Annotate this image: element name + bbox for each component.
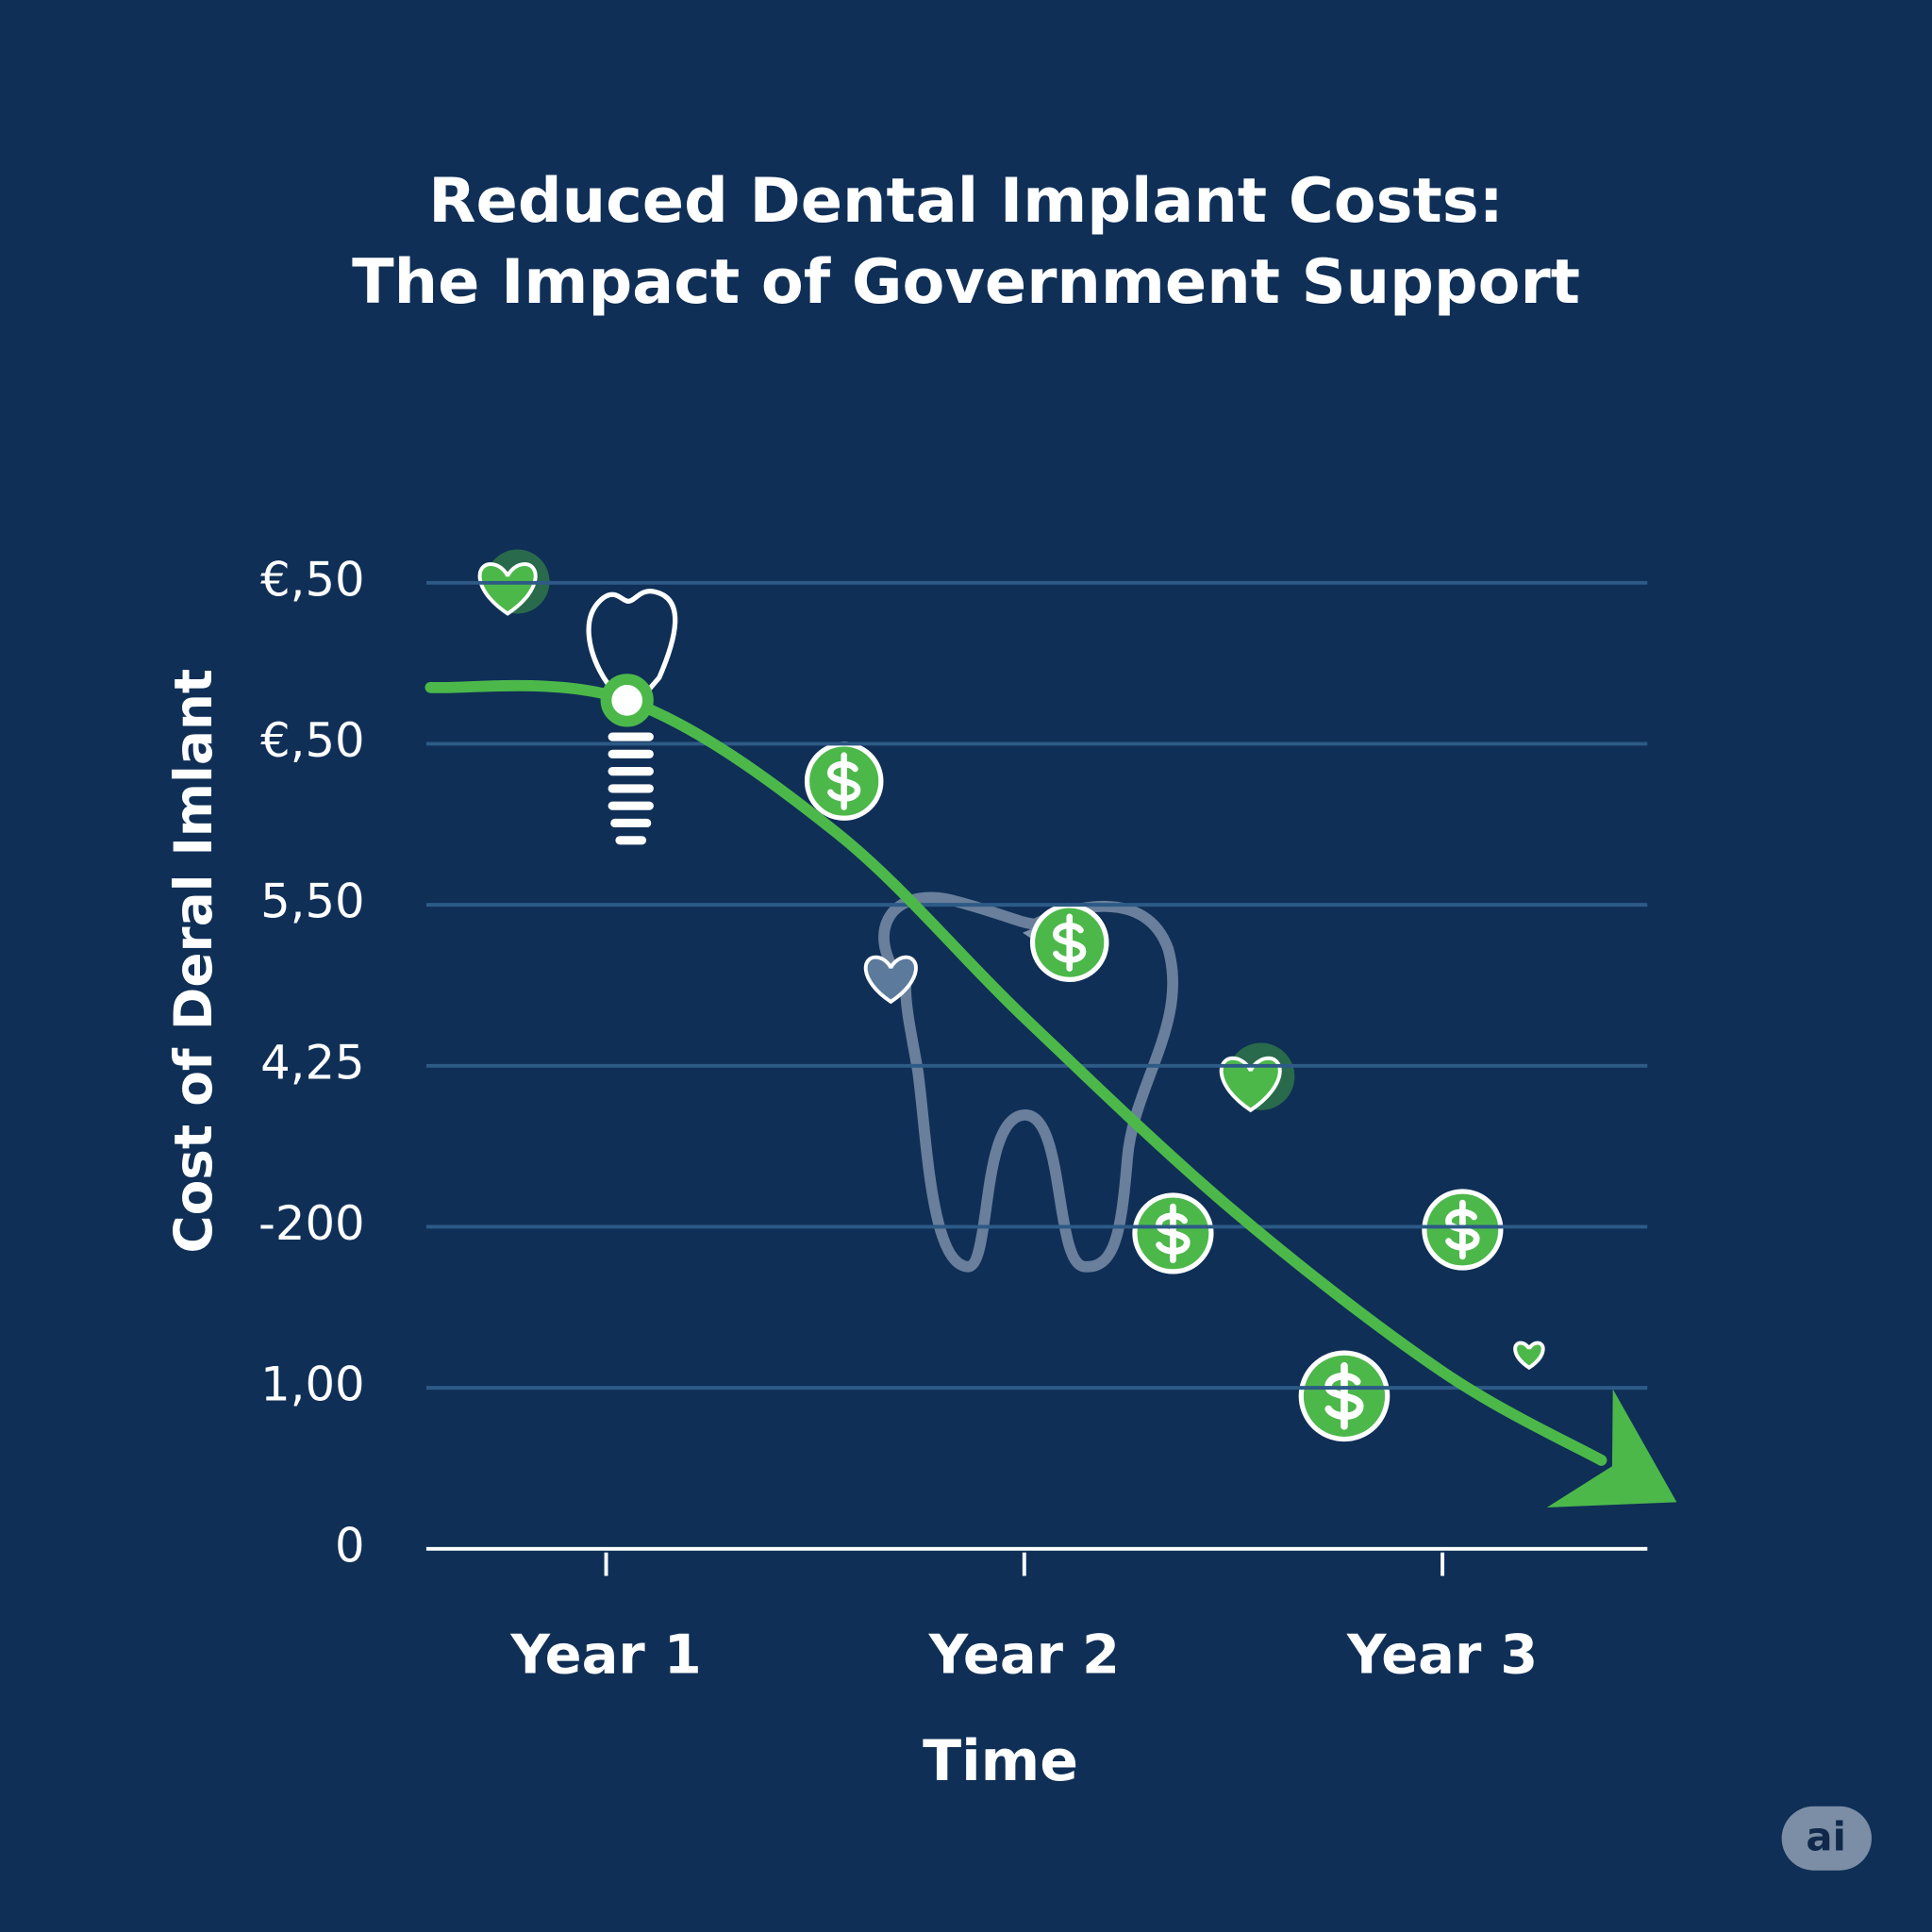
y-tick-label: 0 (335, 1518, 365, 1573)
coin-symbol (1156, 1203, 1191, 1264)
badge: ai (1806, 1814, 1846, 1860)
coin-symbol (827, 752, 861, 810)
y-tick-label: €,50 (260, 713, 365, 768)
point-marker (600, 674, 654, 727)
x-tick-label: Year 1 (509, 1624, 701, 1687)
coin-symbol (1445, 1199, 1480, 1260)
x-tick-label: Year 3 (1346, 1624, 1538, 1687)
x-axis-label: Time (923, 1728, 1078, 1794)
coin-symbol (1324, 1362, 1364, 1430)
heart (1513, 1341, 1545, 1371)
y-tick-label: €,50 (260, 552, 365, 607)
arrowhead (1546, 1389, 1677, 1507)
implant-crown (586, 589, 678, 699)
heart (863, 955, 918, 1005)
chart-title: The Impact of Government Support (352, 246, 1580, 318)
tooth-outline (878, 891, 1178, 1273)
coin-symbol (1053, 913, 1087, 972)
decorations (477, 549, 1545, 1442)
badge-bg (1781, 1806, 1872, 1871)
y-tick-label: 5,50 (260, 874, 365, 929)
x-tick-label: Year 2 (928, 1624, 1120, 1687)
implant-screw (608, 732, 654, 845)
y-tick-label: 1,00 (260, 1357, 365, 1412)
heart (477, 562, 538, 616)
chart-title: Reduced Dental Implant Costs: (428, 165, 1503, 237)
y-axis-label: Cost of Deral Imlant (163, 669, 224, 1254)
y-tick-label: -200 (258, 1196, 365, 1251)
y-tick-label: 4,25 (260, 1035, 365, 1090)
